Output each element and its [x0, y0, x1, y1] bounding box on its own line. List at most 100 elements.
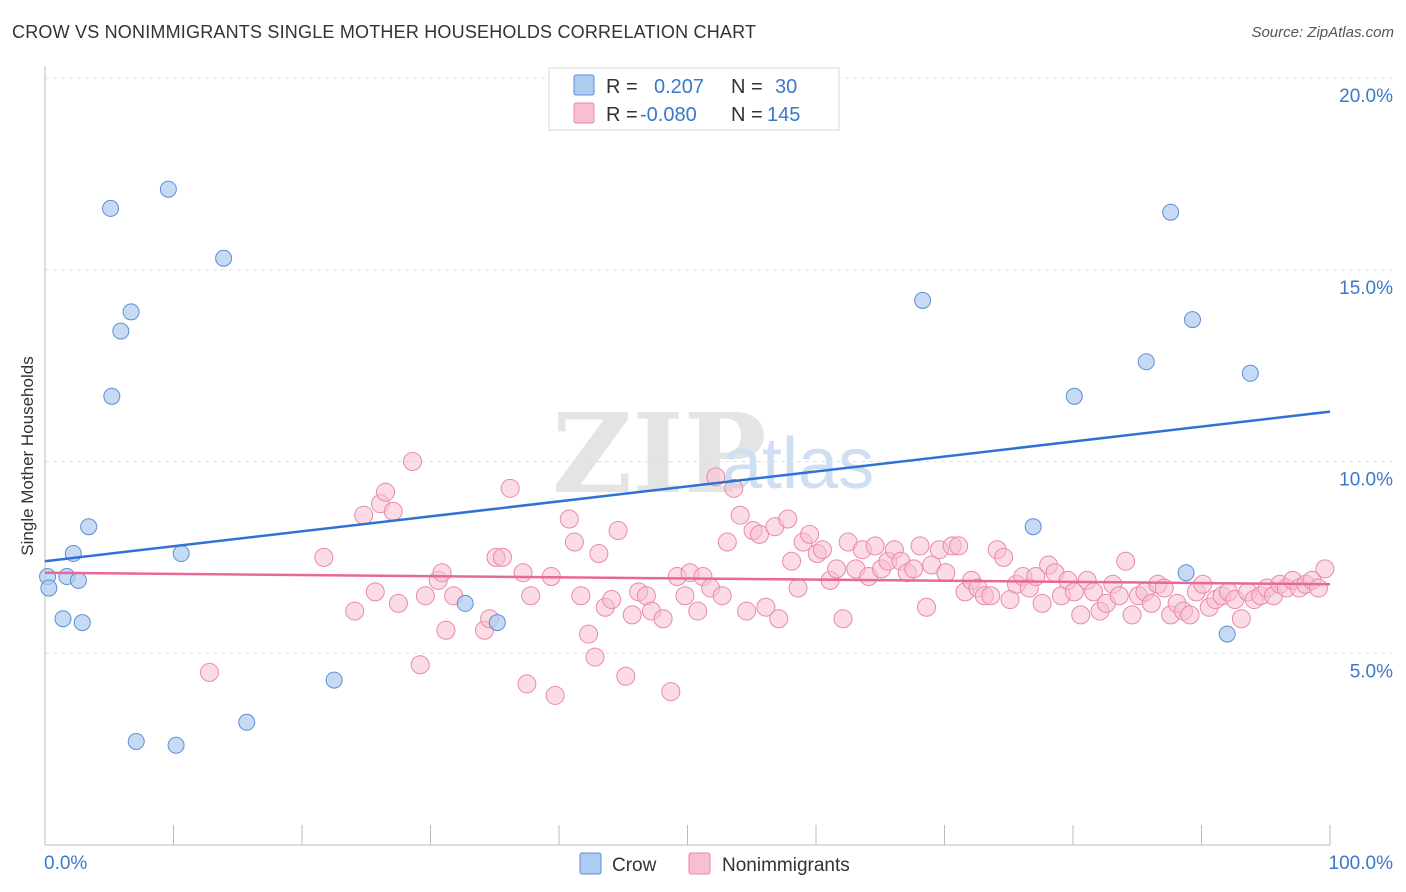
nonimmigrants-point: [675, 586, 695, 606]
nonimmigrants-point: [800, 524, 820, 544]
nonimmigrants-point: [608, 521, 628, 541]
nonimmigrants-point: [376, 482, 396, 502]
nonimmigrants-point: [833, 609, 853, 629]
nonimmigrants-point: [314, 547, 334, 567]
nonimmigrants-point: [936, 563, 956, 583]
nonimmigrants-point: [712, 586, 732, 606]
nonimmigrants-trend-line: [44, 571, 1331, 586]
legend-non-n-label: N =: [731, 104, 763, 126]
nonimmigrants-point: [1180, 605, 1200, 625]
crow-point: [159, 180, 177, 198]
nonimmigrants-point: [1141, 593, 1161, 613]
nonimmigrants-point: [622, 605, 642, 625]
legend-crow-r-label: R =: [606, 76, 638, 98]
nonimmigrants-point: [383, 501, 403, 521]
legend-non-r-label: R =: [606, 104, 638, 126]
nonimmigrants-point: [521, 586, 541, 606]
bottom-legend-crow-swatch: [579, 852, 602, 875]
crow-point: [914, 291, 932, 309]
crow-point: [80, 518, 98, 536]
nonimmigrants-point: [1231, 609, 1251, 629]
crow-point: [1177, 564, 1195, 582]
crow-point: [40, 579, 58, 597]
crow-point: [112, 322, 130, 340]
watermark-atlas: atlas: [722, 424, 874, 504]
nonimmigrants-point: [865, 536, 885, 556]
nonimmigrants-point: [1315, 559, 1335, 579]
nonimmigrants-point: [981, 586, 1001, 606]
crow-point: [69, 571, 87, 589]
crow-point: [1137, 353, 1155, 371]
nonimmigrants-point: [410, 655, 430, 675]
nonimmigrants-point: [949, 536, 969, 556]
legend-nonimmigrants-swatch: [573, 102, 595, 124]
crow-point: [1162, 203, 1180, 221]
legend-crow-n-value: 30: [775, 76, 797, 98]
legend-box: [548, 67, 840, 131]
crow-point: [1024, 518, 1042, 536]
crow-point: [325, 671, 343, 689]
nonimmigrants-point: [653, 609, 673, 629]
crow-point: [167, 736, 185, 754]
crow-point: [1065, 387, 1083, 405]
nonimmigrants-point: [917, 597, 937, 617]
nonimmigrants-point: [517, 674, 537, 694]
nonimmigrants-point: [1109, 586, 1129, 606]
nonimmigrants-point: [492, 547, 512, 567]
nonimmigrants-point: [616, 666, 636, 686]
y-tick-label: 20.0%: [1339, 86, 1393, 107]
nonimmigrants-point: [1032, 593, 1052, 613]
nonimmigrants-point: [432, 563, 452, 583]
nonimmigrants-point: [513, 563, 533, 583]
legend-non-n-value: 145: [767, 104, 800, 126]
watermark: ZIP atlas: [552, 389, 874, 518]
nonimmigrants-point: [904, 559, 924, 579]
nonimmigrants-point: [199, 662, 219, 682]
legend-non-r-value: -0.080: [640, 104, 697, 126]
nonimmigrants-point: [827, 559, 847, 579]
nonimmigrants-point: [345, 601, 365, 621]
nonimmigrants-point: [706, 467, 726, 487]
chart-title: CROW VS NONIMMIGRANTS SINGLE MOTHER HOUS…: [12, 22, 757, 42]
nonimmigrants-point: [1122, 605, 1142, 625]
bottom-legend-nonimmigrants-swatch: [688, 852, 711, 875]
nonimmigrants-point: [500, 478, 520, 498]
x-tick-label: 100.0%: [1329, 853, 1394, 874]
crow-point: [488, 614, 506, 632]
nonimmigrants-point: [782, 551, 802, 571]
y-tick-label: 15.0%: [1339, 278, 1393, 299]
nonimmigrants-point: [717, 532, 737, 552]
nonimmigrants-point: [812, 540, 832, 560]
legend: R = 0.207 N = 30 R = -0.080 N = 145: [548, 67, 840, 131]
crow-point: [1241, 364, 1259, 382]
trend-lines: [44, 410, 1331, 586]
nonimmigrants-point: [1116, 551, 1136, 571]
nonimmigrants-point: [602, 590, 622, 610]
legend-crow-n-label: N =: [731, 76, 763, 98]
crow-point: [102, 199, 120, 217]
nonimmigrants-point: [436, 620, 456, 640]
crow-point: [1218, 625, 1236, 643]
bottom-legend-nonimmigrants-label: Nonimmigrants: [722, 855, 850, 876]
nonimmigrants-point: [564, 532, 584, 552]
crow-trend-line: [44, 410, 1331, 563]
y-tick-label: 5.0%: [1350, 661, 1393, 682]
crow-point: [456, 594, 474, 612]
nonimmigrants-point: [1308, 578, 1328, 598]
nonimmigrants-point: [737, 601, 757, 621]
nonimmigrants-point: [724, 478, 744, 498]
legend-crow-swatch: [573, 74, 595, 96]
crow-point: [172, 545, 190, 563]
nonimmigrants-point: [585, 647, 605, 667]
source-label: Source: ZipAtlas.com: [1251, 24, 1394, 41]
crow-point: [73, 614, 91, 632]
nonimmigrants-point: [589, 544, 609, 564]
nonimmigrants-point: [403, 452, 423, 471]
crow-point: [1184, 311, 1202, 329]
nonimmigrants-point: [688, 601, 708, 621]
nonimmigrants-point: [545, 685, 565, 705]
nonimmigrants-point: [756, 597, 776, 617]
legend-crow-r-value: 0.207: [654, 76, 704, 98]
bottom-legend: Crow Nonimmigrants: [579, 852, 850, 876]
